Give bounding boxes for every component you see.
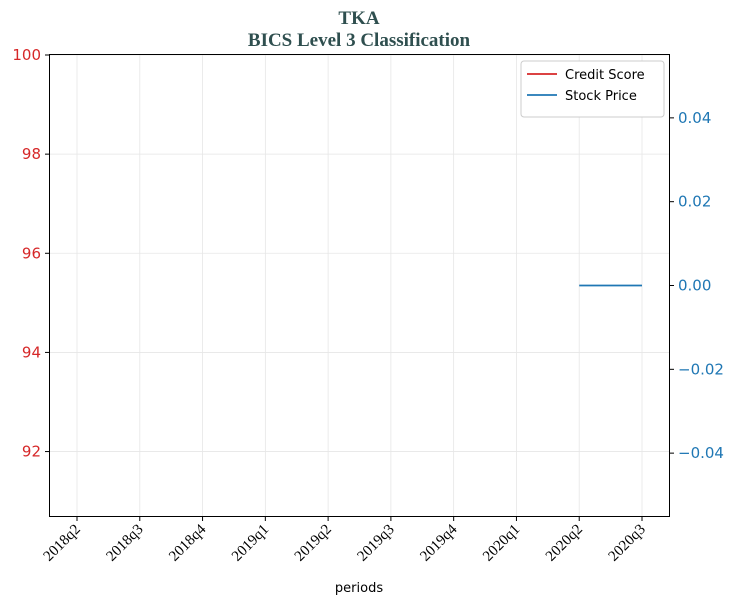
right-axis: −0.04 −0.02 0.00 0.02 0.04 [669, 109, 724, 462]
x-tick-label: 2020q1 [480, 522, 523, 565]
right-tick-label: −0.04 [678, 444, 724, 462]
left-tick-label: 94 [22, 343, 41, 361]
left-tick-label: 100 [12, 46, 41, 64]
x-axis: 2018q2 2018q3 2018q4 2019q1 2019q2 2019q3 2019… [41, 516, 649, 565]
chart-title: TKA [338, 8, 379, 29]
x-tick-label: 2018q2 [41, 522, 84, 565]
grid [50, 54, 669, 516]
left-tick-label: 96 [22, 244, 41, 262]
right-tick-label: 0.00 [678, 277, 711, 295]
plot-frame [49, 54, 670, 517]
right-tick-label: 0.02 [678, 193, 711, 211]
x-tick-label: 2019q2 [292, 522, 335, 565]
x-tick-label: 2019q1 [229, 522, 272, 565]
x-tick-label: 2019q3 [355, 522, 398, 565]
x-tick-label: 2019q4 [417, 521, 460, 564]
x-tick-label: 2018q3 [103, 522, 146, 565]
left-axis: 92 94 96 98 100 [12, 46, 50, 461]
legend-box [520, 60, 665, 118]
legend: Credit Score Stock Price [520, 60, 665, 118]
chart-subtitle: BICS Level 3 Classification [248, 30, 471, 51]
right-tick-label: 0.04 [678, 109, 711, 127]
x-tick-label: 2020q3 [606, 522, 649, 565]
left-tick-label: 98 [22, 145, 41, 163]
left-tick-label: 92 [22, 443, 41, 461]
x-tick-label: 2020q2 [543, 522, 586, 565]
x-tick-label: 2018q4 [166, 521, 209, 564]
x-axis-label: periods [335, 581, 383, 596]
legend-label: Stock Price [565, 89, 637, 104]
legend-label: Credit Score [565, 68, 645, 83]
right-tick-label: −0.02 [678, 360, 724, 378]
